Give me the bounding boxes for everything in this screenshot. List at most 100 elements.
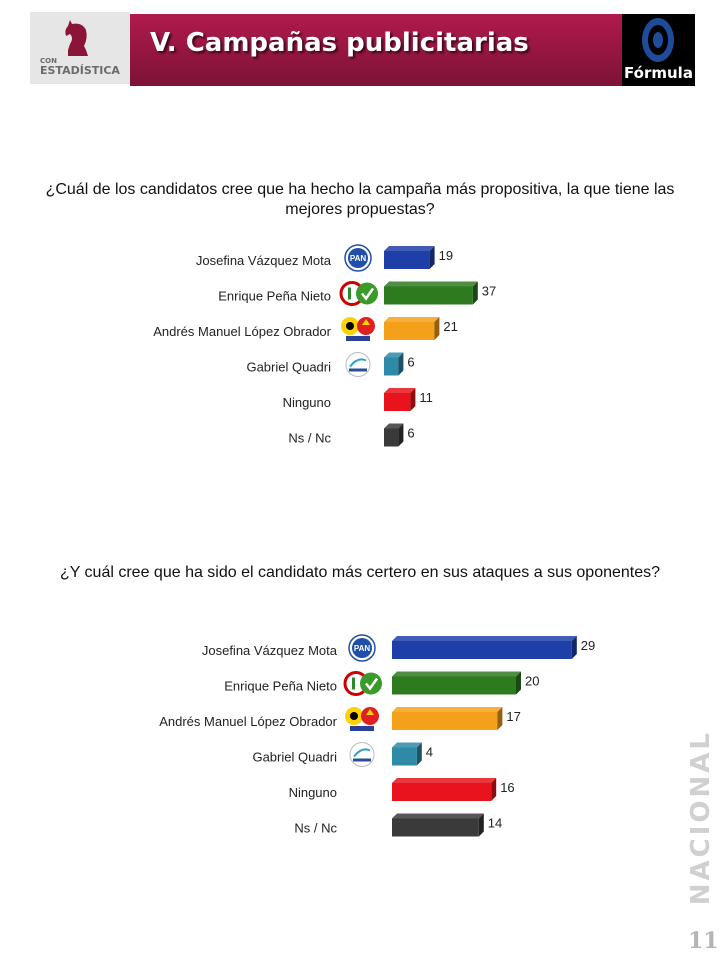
pt-icon: [361, 707, 379, 725]
value-label: 6: [407, 426, 414, 441]
bar-side: [497, 707, 503, 730]
panal-icon: [349, 742, 375, 767]
category-label: Ninguno: [289, 785, 337, 800]
bar-side: [516, 671, 521, 695]
panal-icon: [345, 352, 371, 377]
panal-icon: [345, 352, 371, 377]
pan-icon-inner: [352, 638, 372, 658]
pri-icon-green: [348, 287, 351, 300]
category-label: Andrés Manuel López Obrador: [159, 714, 337, 729]
bar: [384, 428, 399, 447]
category-label: Ns / Nc: [288, 431, 331, 446]
formula-emblem-icon: [642, 18, 674, 62]
bar-top: [392, 707, 503, 712]
value-label: 17: [506, 709, 520, 724]
chart2-question: ¿Y cuál cree que ha sido el candidato má…: [59, 564, 661, 581]
bar-side: [434, 317, 440, 340]
pri-pvem-icon: [343, 671, 382, 696]
page-title: V. Campañas publicitarias: [150, 28, 529, 58]
bar: [392, 712, 498, 730]
category-label: Josefina Vázquez Mota: [196, 253, 332, 268]
bar-side: [472, 281, 478, 305]
logo-text-con: CON: [40, 57, 57, 65]
bar-side: [398, 352, 404, 376]
chart1-question: ¿Cuál de los candidatos cree que ha hech…: [45, 181, 675, 218]
bar-top: [392, 671, 521, 677]
bar: [384, 357, 399, 376]
pt-star-icon: [362, 319, 370, 325]
pan-icon-text: PAN: [354, 644, 371, 653]
category-label: Ninguno: [283, 395, 331, 410]
knight-logo-icon: [65, 20, 88, 56]
bar-side: [416, 742, 422, 766]
pan-icon-inner: [348, 248, 368, 268]
formula-label: Fórmula: [624, 64, 693, 82]
bar: [384, 251, 430, 269]
bar-top: [384, 281, 478, 287]
bar: [392, 818, 479, 837]
bar-side: [398, 423, 404, 447]
bar-side: [429, 246, 435, 269]
value-label: 20: [525, 674, 539, 689]
panal-swoosh-icon: [349, 358, 367, 368]
value-label: 29: [581, 638, 595, 653]
pvem-check-icon: [365, 677, 379, 691]
bar-top: [384, 423, 404, 429]
value-label: 19: [439, 248, 453, 263]
pt-star-icon: [366, 709, 374, 715]
category-label: Gabriel Quadri: [246, 360, 331, 375]
category-label: Josefina Vázquez Mota: [202, 643, 338, 658]
pri-pvem-icon: [339, 281, 378, 306]
value-label: 6: [407, 355, 414, 370]
bar: [384, 322, 435, 340]
value-label: 4: [426, 745, 433, 760]
bar-side: [478, 813, 484, 837]
mc-icon: [350, 726, 374, 731]
pvem-check-icon: [361, 287, 375, 301]
pvem-icon: [356, 282, 378, 305]
bar-side: [491, 778, 497, 801]
category-label: Andrés Manuel López Obrador: [153, 324, 331, 339]
pan-icon: PAN: [348, 634, 376, 662]
page-number: 11: [688, 928, 719, 954]
bar-top: [384, 388, 416, 393]
bar-top: [392, 778, 497, 783]
category-label: Enrique Peña Nieto: [224, 679, 337, 694]
category-label: Ns / Nc: [294, 821, 337, 836]
panal-swoosh-icon: [353, 748, 371, 758]
bar: [384, 393, 411, 411]
logo-text-estadistica: ESTADÍSTICA: [40, 64, 120, 77]
bar: [392, 641, 572, 659]
bar-side: [571, 636, 577, 659]
bar: [384, 286, 473, 305]
bar-top: [384, 317, 440, 322]
category-label: Enrique Peña Nieto: [218, 289, 331, 304]
pan-icon: PAN: [344, 244, 372, 272]
prd-pt-mc-icon: [341, 317, 375, 341]
bar: [392, 747, 417, 766]
value-label: 16: [500, 780, 514, 795]
title-bar: [130, 14, 695, 86]
bar-top: [392, 813, 484, 819]
value-label: 37: [482, 284, 496, 299]
mc-icon: [346, 336, 370, 341]
formula-logo: [622, 14, 695, 86]
bar-top: [384, 246, 435, 251]
bar-side: [410, 388, 416, 411]
category-label: Gabriel Quadri: [252, 750, 337, 765]
chart-2: Josefina Vázquez Mota PAN 29 Enrique Peña N…: [159, 634, 595, 837]
pt-icon: [357, 317, 375, 335]
bar-top: [384, 352, 404, 358]
value-label: 11: [419, 390, 433, 405]
panal-text-icon: [349, 368, 367, 372]
bar-top: [392, 742, 422, 748]
prd-icon-center: [346, 322, 354, 330]
value-label: 21: [443, 319, 457, 334]
panal-text-icon: [353, 758, 371, 762]
bar: [392, 676, 516, 695]
value-label: 14: [488, 816, 502, 831]
pri-icon-green: [352, 677, 355, 690]
pan-icon-text: PAN: [350, 254, 367, 263]
chart-1: Josefina Vázquez Mota PAN 19 Enrique Peña N…: [153, 244, 496, 447]
